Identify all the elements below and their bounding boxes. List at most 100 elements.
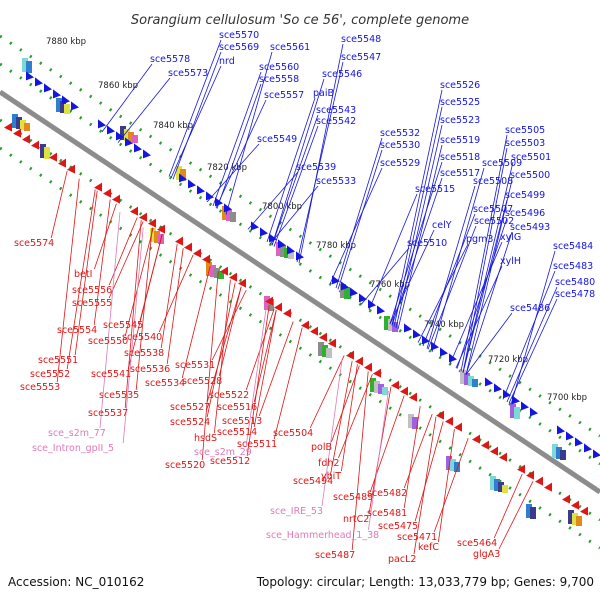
reverse-gene-arrow: [265, 296, 273, 306]
reverse-leader-line: [206, 282, 236, 418]
feature-block: [384, 316, 390, 330]
reverse-gene-label: hsdS: [194, 433, 217, 444]
reverse-gene-label: sce5554: [57, 325, 97, 336]
forward-gene-arrow: [188, 179, 196, 189]
feature-block: [150, 228, 156, 242]
feature-block: [288, 251, 294, 259]
forward-leader-line: [465, 231, 513, 375]
reverse-gene-label: sce5524: [170, 417, 210, 428]
reverse-gene-arrow: [184, 242, 192, 252]
reverse-gene-arrow: [112, 194, 120, 204]
forward-leader-line: [117, 77, 171, 143]
forward-leader-line: [337, 149, 383, 290]
feature-block: [344, 287, 350, 299]
forward-leader-line: [335, 137, 383, 289]
reverse-gene-arrow: [436, 410, 444, 420]
reverse-leader-line: [341, 364, 358, 472]
reverse-leader-line: [201, 271, 219, 461]
reverse-gene-label: sce5553: [20, 382, 60, 393]
feature-block: [454, 462, 460, 472]
forward-gene-label: sce5478: [555, 289, 595, 300]
reverse-gene-label: fdh2: [318, 458, 339, 469]
forward-gene-label: pgm3: [466, 234, 493, 245]
forward-leader-line: [431, 167, 485, 353]
forward-leader-line: [506, 286, 558, 403]
forward-gene-label: sce5502: [474, 216, 514, 227]
reverse-gene-label: sce5534: [145, 378, 185, 389]
feature-block: [572, 513, 578, 525]
forward-leader-line: [417, 243, 469, 343]
forward-leader-line: [508, 298, 558, 404]
forward-gene-arrow: [359, 293, 367, 303]
forward-leader-line: [266, 97, 316, 243]
reverse-gene-arrow: [454, 422, 462, 432]
reverse-leader-line: [211, 289, 247, 361]
feature-block: [552, 444, 558, 458]
rna-leader-line: [122, 227, 144, 444]
forward-gene-arrow: [485, 377, 493, 387]
feature-block: [16, 117, 22, 129]
reverse-gene-arrow: [328, 338, 336, 348]
feature-block: [374, 381, 380, 393]
reverse-gene-label: sce5535: [99, 390, 139, 401]
forward-leader-line: [296, 61, 344, 263]
reverse-gene-arrow: [310, 326, 318, 336]
scale-tick-label: 7840 kbp: [153, 121, 193, 131]
forward-gene-arrow: [269, 233, 277, 243]
forward-gene-arrow: [494, 383, 502, 393]
reverse-gene-label: sce5540: [122, 332, 162, 343]
reverse-leader-line: [56, 178, 80, 383]
reverse-gene-label: sce5487: [315, 550, 355, 561]
feature-block: [24, 123, 30, 131]
forward-leader-line: [391, 177, 443, 326]
reverse-gene-label: pacL2: [388, 554, 416, 565]
forward-gene-arrow: [413, 329, 421, 339]
forward-gene-label: sce5496: [505, 208, 545, 219]
reverse-gene-arrow: [220, 266, 228, 276]
forward-leader-line: [216, 83, 262, 209]
reverse-gene-arrow: [283, 308, 291, 318]
reverse-gene-arrow: [130, 206, 138, 216]
reverse-leader-line: [493, 473, 523, 539]
feature-block: [494, 479, 500, 491]
reverse-gene-arrow: [4, 122, 12, 132]
feature-block: [388, 319, 394, 331]
reverse-gene-label: sce5514: [217, 427, 257, 438]
forward-gene-label: sce5570: [219, 30, 259, 41]
reverse-leader-line: [273, 327, 303, 440]
reverse-leader-line: [258, 321, 294, 417]
rna-leader-line: [368, 390, 389, 531]
reverse-leader-line: [158, 254, 194, 333]
forward-gene-arrow: [404, 323, 412, 333]
forward-gene-arrow: [251, 221, 259, 231]
scale-tick-label: 7880 kbp: [46, 37, 86, 47]
reverse-gene-arrow: [139, 212, 147, 222]
forward-leader-line: [391, 89, 443, 326]
feature-block: [408, 414, 414, 428]
feature-block: [64, 104, 70, 114]
accession-text: Accession: NC_010162: [8, 575, 144, 589]
forward-gene-label: sce5543: [316, 105, 356, 116]
forward-gene-arrow: [62, 95, 70, 105]
feature-block: [180, 169, 186, 181]
reverse-gene-label: sce5541: [91, 369, 131, 380]
forward-gene-label: sce5546: [322, 69, 362, 80]
reverse-gene-label: sce5481: [367, 508, 407, 519]
forward-leader-line: [462, 147, 508, 373]
forward-gene-label: sce5509: [482, 158, 522, 169]
feature-block: [568, 510, 574, 524]
forward-leader-line: [247, 171, 299, 230]
feature-block: [230, 212, 236, 222]
feature-block: [382, 387, 388, 395]
reverse-gene-label: sce5574: [14, 238, 54, 249]
reverse-gene-label: sce5489: [333, 492, 373, 503]
forward-gene-label: sce5542: [316, 116, 356, 127]
rna-feature-label: sce_s2m_29: [194, 447, 252, 458]
forward-gene-arrow: [512, 395, 520, 405]
feature-block: [276, 242, 282, 256]
forward-gene-arrow: [44, 83, 52, 93]
forward-gene-label: sce5518: [440, 152, 480, 163]
forward-leader-line: [389, 229, 435, 325]
reverse-gene-arrow: [301, 320, 309, 330]
reverse-gene-arrow: [373, 368, 381, 378]
